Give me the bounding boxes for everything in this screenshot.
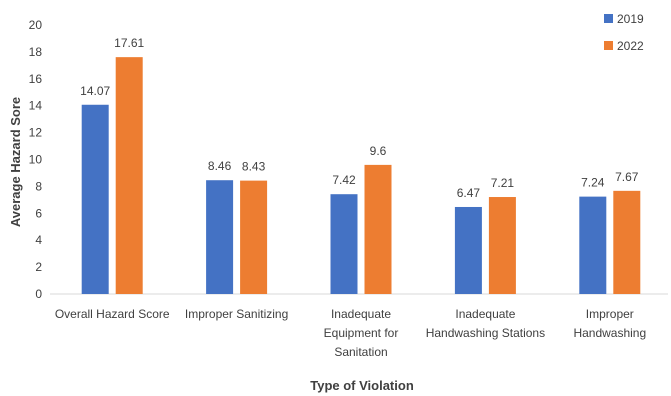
bar-2022	[613, 190, 641, 294]
y-tick-label: 4	[35, 233, 42, 247]
y-axis-title: Average Hazard Sore	[8, 97, 23, 227]
y-tick-label: 10	[29, 153, 43, 167]
axis-layer: 0 2 4 6 8 10 12 14 16 18 20 Overall Hazard Score Imp…	[29, 18, 668, 359]
data-label: 9.6	[370, 144, 387, 158]
bar-2019	[579, 196, 607, 294]
bar-2019	[81, 104, 109, 294]
legend-label: 2019	[617, 12, 644, 26]
bar-2019	[454, 206, 482, 294]
bar-2022	[488, 197, 516, 294]
data-label: 14.07	[80, 84, 110, 98]
y-tick-label: 18	[29, 45, 43, 59]
data-label: 8.43	[242, 160, 266, 174]
data-label: 7.67	[615, 170, 639, 184]
data-label: 7.42	[332, 173, 356, 187]
x-category-label: Inadequate Handwashing Stations	[426, 307, 545, 340]
legend-swatch-2022	[604, 41, 613, 50]
bar-2022	[364, 164, 392, 294]
x-category-label: Inadequate Equipment for Sanitation	[324, 307, 399, 359]
bar-2022	[115, 57, 143, 294]
y-tick-label: 16	[29, 72, 43, 86]
bar-2019	[206, 180, 234, 294]
data-label: 7.24	[581, 176, 605, 190]
y-tick-label: 14	[29, 99, 43, 113]
bars-layer	[81, 57, 641, 294]
bar-2019	[330, 194, 358, 294]
data-label: 6.47	[457, 186, 481, 200]
y-tick-label: 20	[29, 18, 43, 32]
legend-label: 2022	[617, 39, 644, 53]
y-tick-label: 6	[35, 206, 42, 220]
x-category-label: Overall Hazard Score	[55, 307, 170, 321]
x-axis-title: Type of Violation	[310, 378, 414, 393]
data-label: 7.21	[491, 176, 515, 190]
x-category-label: Improper Handwashing	[573, 307, 646, 340]
legend-swatch-2019	[604, 14, 613, 23]
legend: 2019 2022	[604, 12, 644, 53]
y-tick-label: 12	[29, 126, 43, 140]
y-tick-label: 2	[35, 260, 42, 274]
y-tick-label: 0	[35, 287, 42, 301]
x-category-label: Improper Sanitizing	[185, 307, 288, 321]
y-tick-label: 8	[35, 179, 42, 193]
bar-2022	[240, 180, 268, 294]
data-label: 8.46	[208, 159, 232, 173]
data-labels-layer: 14.07 17.61 8.46 8.43 7.42 9.6 6.47 7.21 7.24 7.6…	[80, 36, 639, 200]
data-label: 17.61	[114, 36, 144, 50]
